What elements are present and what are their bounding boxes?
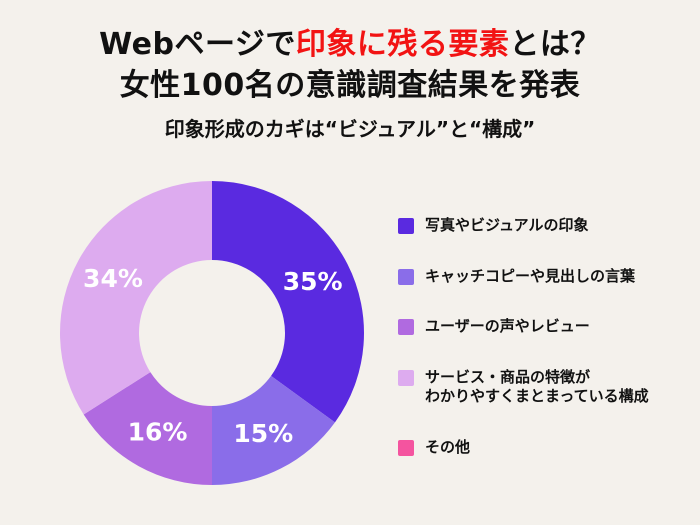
legend-swatch — [398, 439, 414, 456]
title-text-post: とは？ — [509, 27, 601, 62]
legend-swatch — [398, 268, 414, 285]
legend-item-4: その他 — [398, 438, 688, 458]
legend-item-2: ユーザーの声やレビュー — [398, 317, 688, 337]
page-title-line-1: Webページで印象に残る要素とは？ — [0, 24, 700, 65]
legend-label: 写真やビジュアルの印象 — [425, 216, 589, 234]
page-subtitle: 印象形成のカギは“ビジュアル”と“構成” — [164, 116, 536, 141]
page-title-line-2: 女性100名の意識調査結果を発表 — [119, 68, 581, 104]
legend-label: キャッチコピーや見出しの言葉 — [425, 266, 636, 285]
legend-swatch — [398, 319, 414, 335]
title-text-highlight: 印象に残る要素 — [295, 27, 510, 62]
legend-item-3: サービス・商品の特徴が わかりやすくまとまっている構成 — [398, 368, 688, 407]
title-block: Webページで印象に残る要素とは？ 女性100名の意識調査結果を発表 印象形成の… — [0, 24, 700, 142]
donut-segment-1 — [212, 375, 335, 485]
donut-segment-3 — [60, 181, 212, 415]
legend-swatch — [398, 218, 414, 234]
legend-label: サービス・商品の特徴が わかりやすくまとまっている構成 — [425, 367, 649, 406]
legend-swatch — [398, 369, 414, 386]
donut-chart: 35% 15% 16% 34% — [60, 181, 364, 485]
legend-item-0: 写真やビジュアルの印象 — [398, 216, 688, 236]
chart-legend: 写真やビジュアルの印象キャッチコピーや見出しの言葉 ユーザーの声やレビューサービス… — [398, 216, 688, 457]
legend-item-1: キャッチコピーや見出しの言葉 — [398, 267, 688, 287]
legend-label: その他 — [425, 437, 471, 456]
donut-segment-2 — [83, 372, 212, 485]
segment-value-label: 15% — [233, 419, 293, 448]
donut-segment-0 — [212, 181, 364, 423]
segment-value-label: 35% — [283, 267, 343, 296]
title-text-pre: Webページで — [99, 27, 296, 62]
segment-value-label: 16% — [128, 418, 188, 447]
segment-value-label: 34% — [83, 264, 143, 293]
legend-label: ユーザーの声やレビュー — [425, 317, 590, 335]
